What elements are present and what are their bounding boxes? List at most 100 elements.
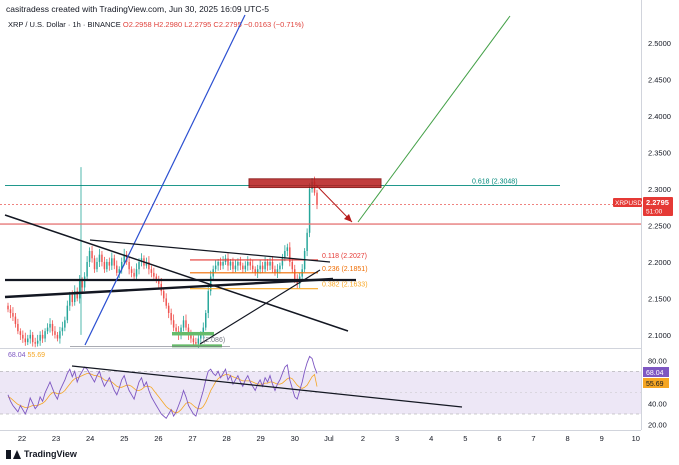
price-tick-label: 2.2500	[648, 221, 671, 230]
candle-body	[167, 305, 170, 313]
candle-body	[130, 269, 133, 273]
price-tick-label: 2.3500	[648, 149, 671, 158]
candle-body	[232, 261, 234, 270]
candle-body	[118, 269, 120, 273]
fib-label: 0.118 (2.2027)	[322, 253, 367, 260]
fib-label: 0.236 (2.1851)	[322, 266, 368, 273]
green-zone	[172, 344, 222, 348]
tradingview-brand: TradingView	[24, 449, 77, 459]
time-tick-label: 3	[395, 434, 399, 443]
blue-trendline	[84, 14, 246, 346]
time-tick-label: 25	[120, 434, 128, 443]
time-tick-label: 4	[429, 434, 433, 443]
candle-body	[51, 323, 54, 332]
candle-body	[74, 291, 76, 303]
rsi-ma-line	[7, 373, 318, 414]
green-zone	[172, 331, 214, 336]
candle-body	[111, 258, 113, 266]
candle-body	[96, 261, 98, 270]
candle-body	[153, 272, 155, 277]
rsi-pane	[0, 355, 641, 419]
time-tick-label: 24	[86, 434, 94, 443]
time-tick-label: 2	[361, 434, 365, 443]
candle-body	[69, 294, 71, 306]
candle-body	[135, 269, 138, 277]
candle-body	[39, 334, 41, 341]
candle-body	[49, 323, 51, 328]
rsi-tick-label: 80.00	[648, 357, 667, 366]
low-label: (2.086)	[203, 337, 225, 344]
candle-body	[261, 265, 264, 270]
candle-body	[88, 251, 91, 262]
time-tick-label: 9	[600, 434, 604, 443]
candle-body	[170, 312, 172, 321]
time-tick-label: 23	[52, 434, 60, 443]
candle-body	[36, 340, 39, 344]
time-tick-label: 28	[222, 434, 230, 443]
price-tick-label: 2.1500	[648, 294, 671, 303]
candle-body	[207, 291, 209, 313]
candle-body	[155, 276, 158, 281]
candle-body	[165, 298, 167, 306]
candle-body	[185, 320, 187, 328]
candle-body	[214, 265, 217, 270]
candle-body	[242, 265, 244, 270]
rsi-badges: 68.04 55.69	[643, 367, 669, 388]
candle-body	[86, 261, 88, 277]
candle-body	[306, 232, 308, 252]
candle-body	[44, 331, 46, 339]
candle-body	[266, 261, 269, 266]
candle-body	[41, 334, 44, 339]
price-badge: 2.2795 51:00 XRPUSD	[613, 197, 673, 216]
time-tick-label: 5	[463, 434, 467, 443]
candle-body	[150, 269, 153, 273]
candle-body	[229, 261, 232, 266]
candle-body	[31, 334, 34, 343]
candle-body	[190, 334, 192, 339]
candle-body	[222, 261, 224, 266]
candle-body	[247, 261, 249, 266]
candle-body	[202, 327, 205, 335]
candle-body	[12, 312, 14, 317]
candle-body	[259, 265, 261, 270]
candle-body	[108, 261, 111, 266]
candle-body	[279, 265, 281, 270]
candle-body	[17, 323, 19, 332]
candle-body	[264, 261, 266, 270]
price-tick-label: 2.5000	[648, 39, 671, 48]
candle-body	[237, 261, 239, 266]
drop-arrowhead	[344, 214, 352, 222]
candle-body	[123, 254, 125, 262]
rsi-ma-value: 55.69	[27, 352, 46, 359]
time-tick-label: 29	[257, 434, 265, 443]
drop-arrow	[315, 184, 353, 223]
candle-body	[217, 261, 219, 266]
price-badge-value: 2.2795	[646, 198, 669, 207]
ohlc-values: O2.2958 H2.2980 L2.2795 C2.2795 −0.0163 …	[122, 20, 304, 29]
time-tick-label: 26	[154, 434, 162, 443]
axes: 2.5000 2.4500 2.4000 2.3500 2.3000 2.2500 2.20…	[18, 39, 671, 443]
candle-body	[128, 261, 130, 270]
candle-body	[113, 258, 116, 266]
candle-body	[22, 334, 24, 339]
chart-credit: casitradess created with TradingView.com…	[6, 4, 270, 14]
candle-body	[101, 254, 103, 262]
candle-body	[254, 269, 256, 273]
candle-body	[54, 331, 56, 335]
time-tick-label: 6	[497, 434, 501, 443]
candle-body	[46, 327, 49, 332]
tradingview-logo[interactable]: TradingView	[6, 449, 77, 459]
rsi-line	[7, 355, 318, 419]
candle-body	[192, 338, 195, 343]
rsi-ma-badge-value: 55.69	[646, 381, 664, 388]
price-tick-label: 2.4000	[648, 112, 671, 121]
candle-body	[284, 251, 286, 259]
candle-body	[81, 280, 83, 288]
time-tick-label: 27	[188, 434, 196, 443]
time-tick-label: Jul	[324, 434, 334, 443]
support-trendline	[4, 277, 334, 299]
rsi-tick-label: 40.00	[648, 399, 667, 408]
fib-labels: 0.618 (2.3048) 0.118 (2.2027) 0.236 (2.185…	[203, 179, 518, 344]
fib-label: 0.382 (2.1633)	[322, 282, 368, 289]
